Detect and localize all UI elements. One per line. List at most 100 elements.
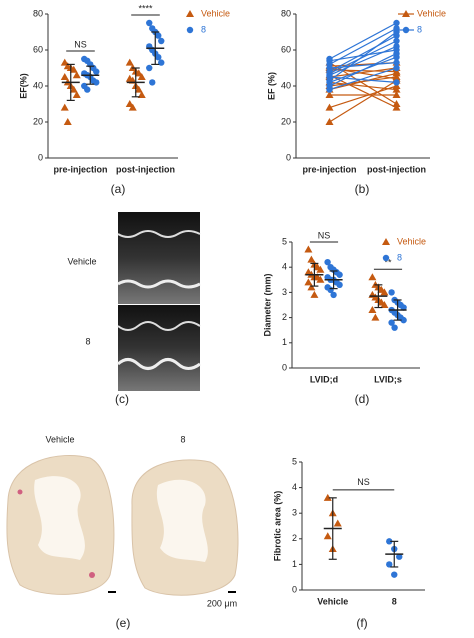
triangle-point (125, 100, 134, 107)
y-tick-label: 1 (282, 337, 287, 347)
triangle-point (325, 91, 334, 98)
circle-point (388, 319, 395, 326)
triangle-point (371, 313, 380, 321)
circle-point (388, 289, 395, 296)
triangle-point (392, 91, 401, 98)
triangle-point (392, 103, 401, 111)
y-tick-label: 40 (281, 80, 291, 90)
circle-point (158, 37, 165, 45)
circle-point (324, 258, 331, 266)
circle-point (158, 59, 165, 66)
significance-label: NS (318, 230, 331, 240)
circle-point (386, 538, 393, 545)
circle-point (146, 19, 153, 27)
triangle-point (392, 69, 401, 77)
column-label: 8 (180, 434, 185, 444)
pair-line (329, 62, 397, 69)
y-tick-label: 20 (33, 116, 43, 126)
circle-point (330, 291, 337, 299)
pair-line (329, 67, 397, 78)
circle-point (393, 59, 400, 66)
triangle-point (325, 103, 334, 111)
y-tick-label: 20 (281, 116, 291, 126)
wall-trace (117, 321, 201, 331)
panel-label: (a) (111, 182, 126, 196)
mmode-vehicle (118, 212, 200, 304)
y-tick-label: 2 (282, 312, 287, 322)
pair-line (329, 27, 397, 65)
triangle-point (72, 91, 81, 98)
triangle-point (125, 58, 134, 66)
pair-line (329, 85, 397, 109)
circle-point (391, 571, 398, 578)
y-tick-label: 0 (292, 584, 297, 594)
y-tick-label: 80 (281, 8, 291, 18)
circle-point (393, 37, 400, 45)
pair-line (329, 22, 397, 60)
x-tick-label: post-injection (367, 164, 426, 174)
pair-line (329, 35, 397, 73)
legend-marker (382, 254, 390, 262)
significance-label: ** (384, 258, 392, 268)
y-tick-label: 5 (292, 456, 297, 466)
y-tick-label: 4 (282, 262, 287, 272)
y-tick-label: 60 (33, 44, 43, 54)
y-tick-label: 1 (292, 559, 297, 569)
circle-point (396, 553, 403, 560)
echo-images: Vehicle 8 (c) (67, 212, 201, 406)
y-tick-label: 60 (281, 44, 291, 54)
row-label: Vehicle (67, 256, 96, 266)
circle-point (400, 304, 407, 311)
pair-line (329, 81, 397, 91)
significance-label: NS (357, 477, 370, 487)
circle-point (326, 86, 333, 93)
triangle-point (304, 278, 313, 286)
y-tick-label: 4 (292, 482, 297, 492)
y-axis-label: Diameter (mm) (262, 273, 272, 336)
mmode-8 (118, 305, 200, 391)
circle-point (400, 316, 407, 324)
circle-point (84, 86, 91, 93)
legend-label: 8 (397, 252, 402, 262)
row-label: 8 (85, 336, 90, 346)
y-axis-label: Fibrotic area (%) (272, 491, 282, 562)
triangle-point (134, 85, 143, 93)
circle-point (93, 68, 100, 75)
circle-point (155, 54, 162, 61)
legend-label: Vehicle (397, 236, 426, 246)
x-tick-label: Vehicle (317, 596, 348, 606)
y-tick-label: 40 (33, 80, 43, 90)
triangle-point (63, 118, 72, 125)
lumen (34, 476, 85, 560)
legend-label: Vehicle (201, 8, 230, 18)
y-axis-label: EF (%) (266, 72, 276, 100)
panel-label: (b) (355, 182, 370, 196)
circle-point (393, 64, 400, 72)
circle-point (336, 271, 343, 278)
legend-marker (382, 238, 390, 245)
circle-point (391, 324, 398, 331)
triangle-point (323, 532, 332, 540)
circle-point (393, 19, 400, 27)
triangle-point (323, 493, 332, 501)
circle-point (155, 32, 162, 39)
significance-label: **** (138, 3, 153, 13)
y-tick-label: 80 (33, 8, 43, 18)
circle-point (149, 79, 156, 86)
y-tick-label: 0 (286, 152, 291, 162)
triangle-point (137, 73, 146, 80)
legend-marker (402, 10, 410, 17)
histology-images: Vehicle 8 200 μm (e) (6, 434, 239, 630)
circle-point (393, 79, 400, 86)
legend-marker (402, 26, 410, 34)
y-tick-label: 2 (292, 533, 297, 543)
legend-label: Vehicle (417, 8, 446, 18)
triangle-point (307, 255, 316, 263)
wall-trace (116, 358, 201, 370)
circle-point (393, 43, 400, 50)
circle-point (393, 50, 400, 57)
triangle-point (128, 103, 137, 111)
pair-line (329, 67, 397, 91)
fibrosis-spot (17, 489, 23, 495)
